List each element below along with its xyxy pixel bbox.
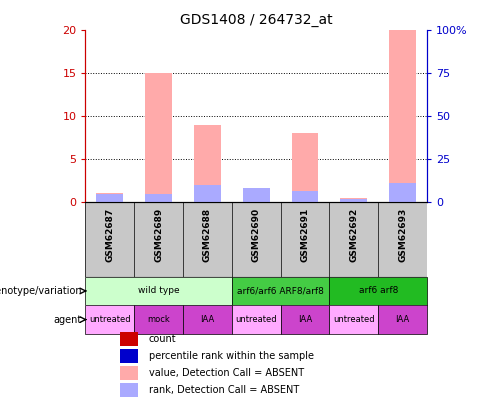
Bar <box>120 366 139 380</box>
Text: arf6 arf8: arf6 arf8 <box>359 286 398 296</box>
Text: GSM62691: GSM62691 <box>301 208 309 262</box>
Text: rank, Detection Call = ABSENT: rank, Detection Call = ABSENT <box>149 385 299 395</box>
Text: GSM62689: GSM62689 <box>154 208 163 262</box>
Bar <box>243 188 269 202</box>
Text: GSM62687: GSM62687 <box>105 208 114 262</box>
Bar <box>232 305 281 334</box>
Bar <box>120 349 139 363</box>
Text: GSM62690: GSM62690 <box>252 208 261 262</box>
Bar <box>378 305 427 334</box>
Bar <box>120 383 139 397</box>
Bar <box>292 191 319 202</box>
Text: IAA: IAA <box>298 315 312 324</box>
Bar <box>243 188 269 202</box>
Text: agent: agent <box>54 315 82 324</box>
Text: untreated: untreated <box>89 315 131 324</box>
Text: untreated: untreated <box>235 315 277 324</box>
Bar <box>85 305 134 334</box>
Bar <box>194 125 221 202</box>
Bar <box>329 305 378 334</box>
Text: count: count <box>149 334 176 344</box>
Text: GSM62688: GSM62688 <box>203 208 212 262</box>
Bar <box>183 305 232 334</box>
Bar <box>340 198 367 202</box>
Text: GSM62692: GSM62692 <box>349 208 358 262</box>
Text: untreated: untreated <box>333 315 375 324</box>
Bar <box>281 305 329 334</box>
Bar <box>389 30 416 202</box>
Bar <box>145 73 172 202</box>
Bar <box>96 193 123 202</box>
Bar <box>96 194 123 202</box>
Bar <box>134 305 183 334</box>
Text: mock: mock <box>147 315 170 324</box>
Bar <box>194 185 221 202</box>
Text: percentile rank within the sample: percentile rank within the sample <box>149 351 314 361</box>
Bar <box>292 134 319 202</box>
Text: IAA: IAA <box>200 315 215 324</box>
Bar <box>120 332 139 346</box>
Bar <box>145 194 172 202</box>
Bar <box>232 277 329 305</box>
Bar <box>340 199 367 202</box>
Bar <box>389 183 416 202</box>
Text: value, Detection Call = ABSENT: value, Detection Call = ABSENT <box>149 368 304 378</box>
Bar <box>85 277 232 305</box>
Text: genotype/variation: genotype/variation <box>0 286 82 296</box>
Text: IAA: IAA <box>395 315 410 324</box>
Text: arf6/arf6 ARF8/arf8: arf6/arf6 ARF8/arf8 <box>237 286 324 296</box>
Title: GDS1408 / 264732_at: GDS1408 / 264732_at <box>180 13 332 27</box>
Text: GSM62693: GSM62693 <box>398 208 407 262</box>
Bar <box>329 277 427 305</box>
Text: wild type: wild type <box>138 286 180 296</box>
